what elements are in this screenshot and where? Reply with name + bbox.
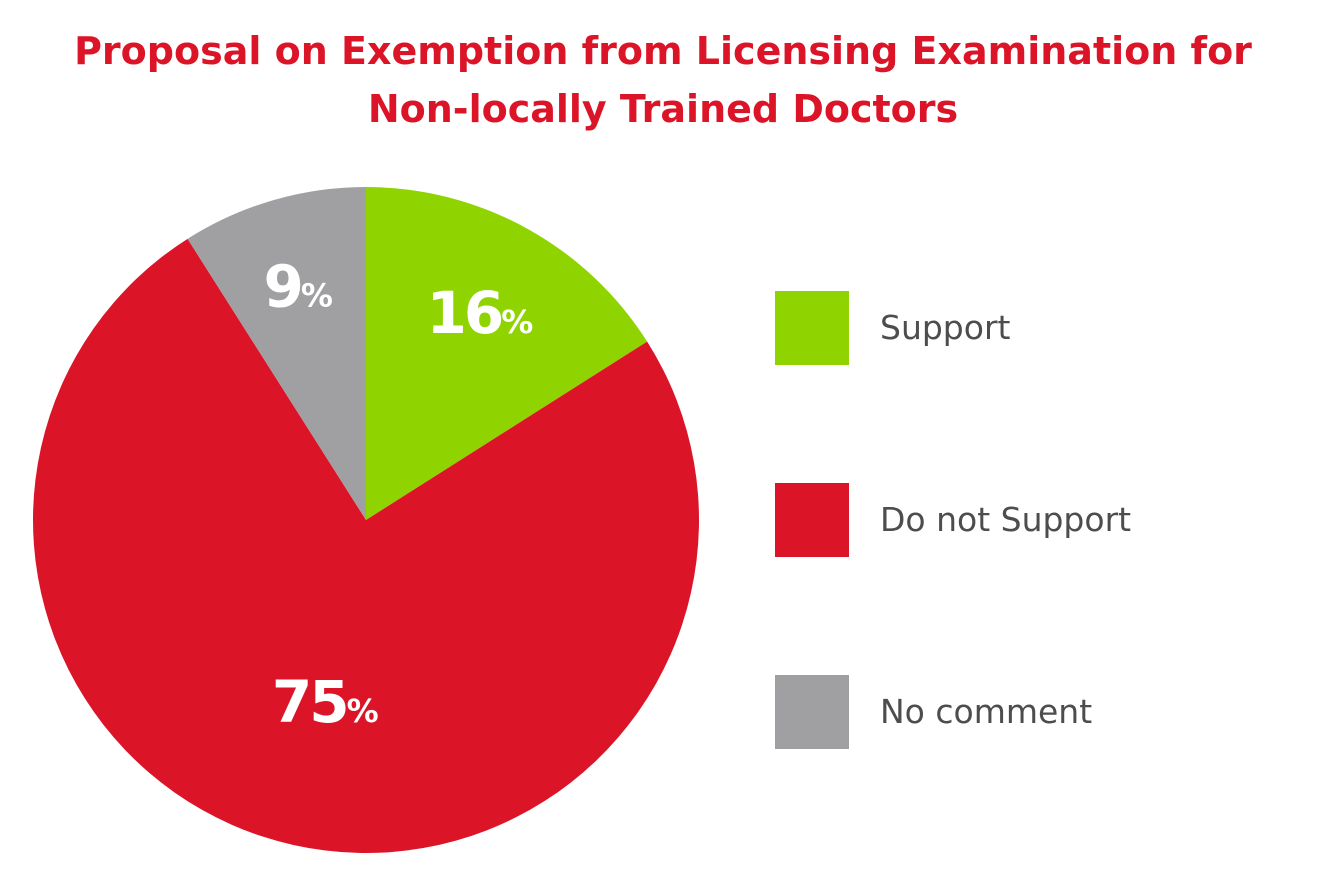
pie-value-label-do-not-support: 75%	[272, 668, 379, 736]
legend-swatch-no-comment	[775, 675, 849, 749]
pie-value-label-support: 16%	[427, 279, 534, 347]
legend-swatch-do-not-support	[775, 483, 849, 557]
pie-value-unit-no-comment: %	[301, 277, 333, 315]
pie-slice-do-not-support	[32, 238, 699, 854]
pie-value-unit-do-not-support: %	[347, 692, 379, 730]
legend-label-no-comment: No comment	[880, 692, 1093, 731]
legend-item-do-not-support: Do not Support	[775, 483, 1295, 557]
pie-value-number-support: 16	[427, 279, 502, 347]
legend-item-no-comment: No comment	[775, 675, 1295, 749]
legend-label-do-not-support: Do not Support	[880, 500, 1132, 539]
chart-title: Proposal on Exemption from Licensing Exa…	[0, 22, 1326, 138]
pie-value-unit-support: %	[501, 303, 533, 341]
pie-value-number-no-comment: 9	[263, 253, 300, 321]
pie-slice-no-comment	[187, 187, 366, 520]
legend-item-support: Support	[775, 291, 1295, 365]
legend-swatch-support	[775, 291, 849, 365]
pie-value-label-no-comment: 9%	[263, 253, 332, 321]
pie-slice-support	[366, 187, 648, 520]
chart-title-line-2: Non-locally Trained Doctors	[367, 87, 959, 131]
chart-title-line-1: Proposal on Exemption from Licensing Exa…	[74, 29, 1252, 73]
pie-value-number-do-not-support: 75	[272, 668, 347, 736]
legend-label-support: Support	[880, 308, 1011, 347]
